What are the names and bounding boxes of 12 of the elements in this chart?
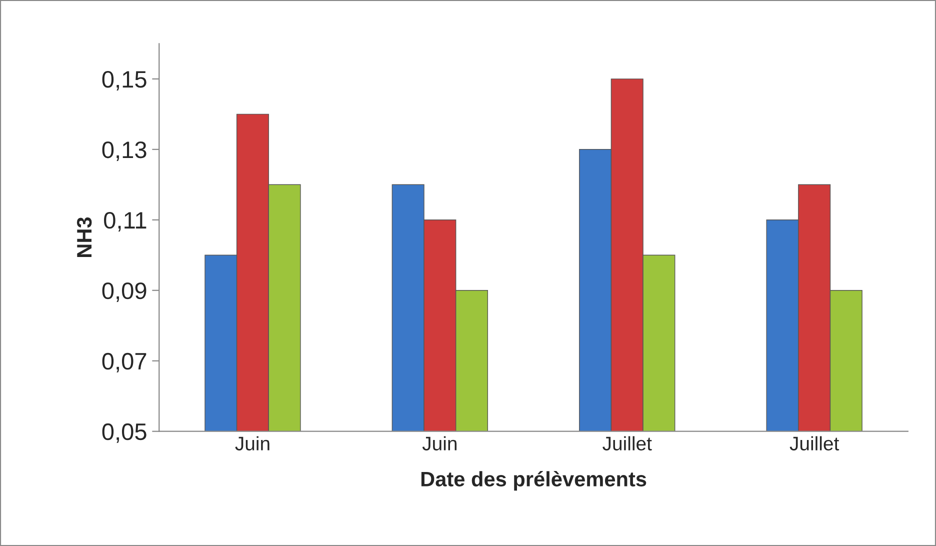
y-tick-label: 0,13 [102,141,146,161]
y-tick-label: 0,07 [102,352,146,372]
x-tick-label: Juin [235,436,270,450]
x-axis-title: Date des prélèvements [421,470,646,491]
y-tick-label: 0,09 [102,282,146,302]
x-tick-label: Juillet [602,436,652,450]
y-tick-label: 0,15 [102,70,146,90]
x-tick-label: Juin [422,436,456,450]
x-tick-label: Juillet [790,436,840,450]
y-axis-title: NH3 [76,217,92,257]
y-tick-label: 0,05 [102,423,146,443]
y-tick-label: 0,11 [104,212,146,232]
